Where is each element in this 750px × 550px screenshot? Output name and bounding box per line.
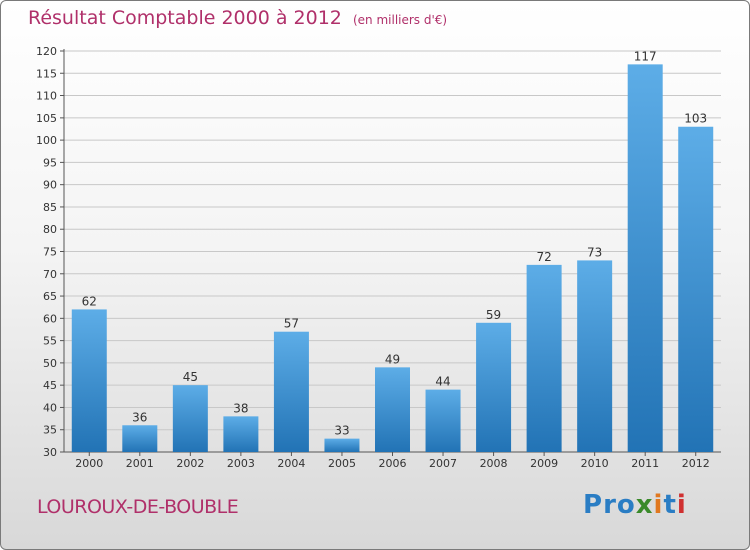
bar-2011 [627,64,663,452]
data-label-2012: 103 [684,112,707,126]
x-tick-label-2011: 2011 [631,457,659,470]
bar-2000 [71,309,107,452]
x-tick-label-2007: 2007 [429,457,457,470]
x-tick-label-2002: 2002 [176,457,204,470]
y-tick-label: 50 [43,357,57,370]
bar-2004 [273,331,309,452]
logo-letter: x [635,490,654,520]
data-label-2010: 73 [587,245,602,259]
y-tick-label: 60 [43,312,57,325]
bar-2008 [476,322,512,452]
x-tick-label-2008: 2008 [480,457,508,470]
y-tick-label: 40 [43,401,57,414]
y-tick-label: 115 [36,67,57,80]
x-tick-label-2009: 2009 [530,457,558,470]
data-label-2001: 36 [132,410,147,424]
bar-2006 [375,367,410,452]
x-tick-label-2003: 2003 [227,457,255,470]
y-tick-label: 100 [36,134,57,147]
y-tick-label: 30 [43,446,57,459]
y-tick-label: 85 [43,201,57,214]
bar-2002 [172,385,208,452]
data-label-2008: 59 [486,308,501,322]
commune-name: LOUROUX-DE-BOUBLE [37,496,239,518]
data-label-2002: 45 [183,370,198,384]
data-label-2011: 117 [634,49,657,63]
bar-2005 [324,438,360,452]
bar-2012 [678,126,714,452]
y-tick-label: 95 [43,156,57,169]
proxiti-logo: Proxiti [583,490,687,520]
logo-letter: t [663,490,677,520]
y-tick-label: 80 [43,223,57,236]
chart-subtitle: (en milliers d'€) [352,13,448,27]
logo-letter: i [676,490,687,520]
y-tick-label: 55 [43,335,57,348]
logo-letter: r [603,490,617,520]
x-tick-label-2006: 2006 [379,457,407,470]
y-tick-label: 75 [43,246,57,259]
chart-title-block: Résultat Comptable 2000 à 2012 (en milli… [28,7,447,29]
logo-letter: i [653,490,664,520]
bar-2010 [577,260,613,452]
y-tick-label: 45 [43,379,57,392]
bar-2001 [122,425,158,452]
y-tick-label: 70 [43,268,57,281]
data-label-2006: 49 [385,352,400,366]
y-tick-label: 90 [43,179,57,192]
y-tick-label: 65 [43,290,57,303]
data-labels: 62 36 45 38 57 33 49 44 59 72 73 117 103 [82,49,708,437]
y-tick-label: 110 [36,90,57,103]
x-tick-label-2012: 2012 [682,457,710,470]
y-tick-label: 35 [43,424,57,437]
data-label-2009: 72 [536,250,551,264]
data-label-2004: 57 [284,317,299,331]
logo-letter: P [583,490,604,520]
bar-2007 [425,389,461,452]
x-tick-label-2010: 2010 [581,457,609,470]
data-label-2005: 33 [334,424,349,438]
bar-2009 [526,264,562,452]
y-tick-label: 105 [36,112,57,125]
chart-title: Résultat Comptable 2000 à 2012 [28,7,342,29]
y-tick-label: 120 [36,45,57,58]
data-label-2007: 44 [435,375,450,389]
bar-2003 [223,416,259,452]
bars [71,64,714,452]
x-tick-label-2004: 2004 [277,457,305,470]
logo-letter: o [616,490,636,520]
data-label-2000: 62 [82,294,97,308]
x-tick-label-2005: 2005 [328,457,356,470]
x-tick-label-2001: 2001 [126,457,154,470]
x-tick-label-2000: 2000 [75,457,103,470]
data-label-2003: 38 [233,401,248,415]
